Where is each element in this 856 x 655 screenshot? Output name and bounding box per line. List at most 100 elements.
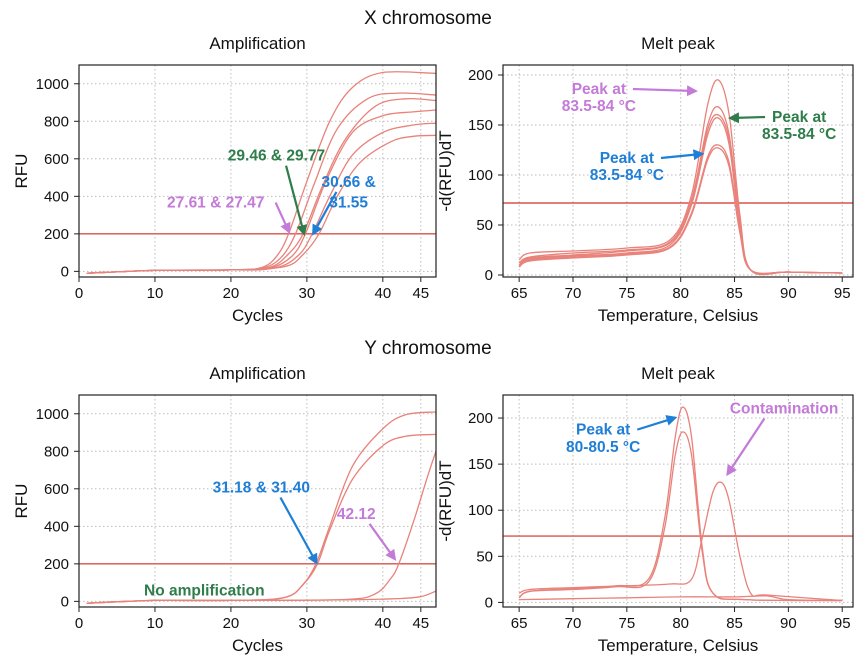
y-tick-label: 200 — [468, 67, 493, 84]
x-tick-label: 90 — [780, 285, 797, 302]
annotation-text: 80-80.5 °C — [566, 439, 640, 456]
y-tick-label: 600 — [44, 151, 69, 168]
y-tick-label: 1000 — [36, 406, 69, 423]
y-tick-label: 800 — [44, 443, 69, 460]
x-tick-label: 10 — [147, 615, 164, 632]
x-tick-label: 20 — [223, 615, 240, 632]
x-tick-label: 75 — [619, 285, 636, 302]
y-tick-label: 400 — [44, 518, 69, 535]
x-tick-label: 65 — [511, 615, 528, 632]
x-tick-label: 70 — [565, 615, 582, 632]
section-title-x: X chromosome — [364, 8, 492, 29]
annotation-arrow — [312, 191, 338, 236]
y-tick-label: 150 — [468, 117, 493, 134]
annotation-text: 29.46 & 29.77 — [228, 148, 325, 165]
x-tick-label: 65 — [511, 285, 528, 302]
y-axis-label: -d(RFU)dT — [436, 460, 455, 541]
chart-y-melt-peak: 65 70 75 80 85 90 95 0 50 100 150 200 Melt peak Tempe… — [436, 364, 854, 655]
annotation-arrow — [368, 523, 397, 561]
annotation-text: 83.5-84 °C — [762, 126, 836, 143]
annotation-arrow — [274, 202, 291, 235]
chart-y-amplification: 0 10 20 30 40 45 0 200 400 600 800 1000 Amplificatio… — [12, 364, 437, 655]
y-axis-label: -d(RFU)dT — [436, 130, 455, 211]
x-tick-label: 95 — [834, 285, 851, 302]
annotation-text: No amplification — [144, 583, 265, 600]
y-tick-label: 600 — [44, 481, 69, 498]
annotation-text: Peak at — [600, 150, 654, 167]
series-line-3 — [86, 451, 437, 604]
plot-frame — [78, 64, 437, 278]
y-tick-label: 0 — [61, 263, 69, 280]
y-tick-label: 50 — [476, 548, 493, 565]
plot-title: Melt peak — [641, 34, 715, 53]
section-title-y: Y chromosome — [364, 338, 491, 359]
annotation-text: 31.18 & 31.40 — [213, 480, 310, 497]
annotation-text: 31.55 — [329, 195, 368, 212]
y-tick-label: 50 — [476, 217, 493, 234]
annotation-arrow — [726, 417, 766, 477]
annotation-text: 83.5-84 °C — [562, 98, 636, 115]
x-tick-label: 90 — [780, 615, 797, 632]
x-tick-label: 95 — [834, 615, 851, 632]
y-tick-label: 150 — [468, 456, 493, 473]
y-tick-label: 200 — [44, 226, 69, 243]
x-tick-label: 80 — [672, 615, 689, 632]
y-axis-label: RFU — [12, 484, 31, 519]
x-tick-label: 0 — [75, 615, 83, 632]
series-line-4 — [519, 595, 843, 602]
annotation-text: Peak at — [576, 422, 630, 439]
x-tick-label: 40 — [374, 615, 391, 632]
annotation-text: Peak at — [572, 81, 626, 98]
x-axis-label: Temperature, Celsius — [598, 636, 759, 655]
y-tick-label: 0 — [485, 267, 493, 284]
annotation-text: 42.12 — [337, 506, 376, 523]
x-axis-label: Temperature, Celsius — [598, 306, 759, 325]
series-line-2 — [86, 433, 437, 604]
x-tick-label: 70 — [565, 285, 582, 302]
series-line-2 — [86, 92, 437, 274]
annotation-arrow — [636, 415, 678, 431]
annotation-arrow — [660, 149, 705, 161]
x-tick-label: 85 — [726, 285, 743, 302]
y-tick-label: 0 — [485, 594, 493, 611]
annotation-arrow — [279, 497, 318, 565]
annotation-text: 27.61 & 27.47 — [167, 195, 264, 212]
annotation-arrow — [284, 165, 308, 237]
x-tick-label: 80 — [672, 285, 689, 302]
y-tick-label: 1000 — [36, 76, 69, 93]
y-tick-label: 400 — [44, 188, 69, 205]
series-line-4 — [86, 590, 437, 604]
x-axis-label: Cycles — [232, 306, 283, 325]
plot-title: Melt peak — [641, 364, 715, 383]
annotation-text: Contamination — [730, 400, 839, 417]
x-tick-label: 30 — [299, 285, 316, 302]
y-tick-label: 800 — [44, 113, 69, 130]
chart-x-amplification: 0 10 20 30 40 45 0 200 400 600 800 1000 Amplificatio… — [12, 34, 437, 325]
x-tick-label: 85 — [726, 615, 743, 632]
y-tick-label: 0 — [61, 593, 69, 610]
y-tick-label: 100 — [468, 502, 493, 519]
series-line-4 — [86, 109, 437, 274]
plot-title: Amplification — [209, 364, 305, 383]
y-tick-label: 200 — [44, 556, 69, 573]
plot-title: Amplification — [209, 34, 305, 53]
series-line-3 — [518, 481, 843, 602]
series-line-1 — [86, 411, 437, 604]
y-tick-label: 100 — [468, 167, 493, 184]
y-tick-label: 200 — [468, 410, 493, 427]
annotation-text: Peak at — [772, 109, 826, 126]
x-tick-label: 45 — [412, 615, 429, 632]
series-line-2 — [518, 431, 843, 602]
x-tick-label: 10 — [147, 285, 164, 302]
x-axis-label: Cycles — [232, 636, 283, 655]
x-tick-label: 75 — [619, 615, 636, 632]
annotation-text: 30.66 & — [322, 174, 376, 191]
x-tick-label: 30 — [299, 615, 316, 632]
x-tick-label: 40 — [374, 285, 391, 302]
x-tick-label: 45 — [412, 285, 429, 302]
x-tick-label: 0 — [75, 285, 83, 302]
series-line-3 — [86, 97, 437, 274]
series-line-6 — [518, 147, 843, 275]
annotation-text: 83.5-84 °C — [590, 167, 664, 184]
